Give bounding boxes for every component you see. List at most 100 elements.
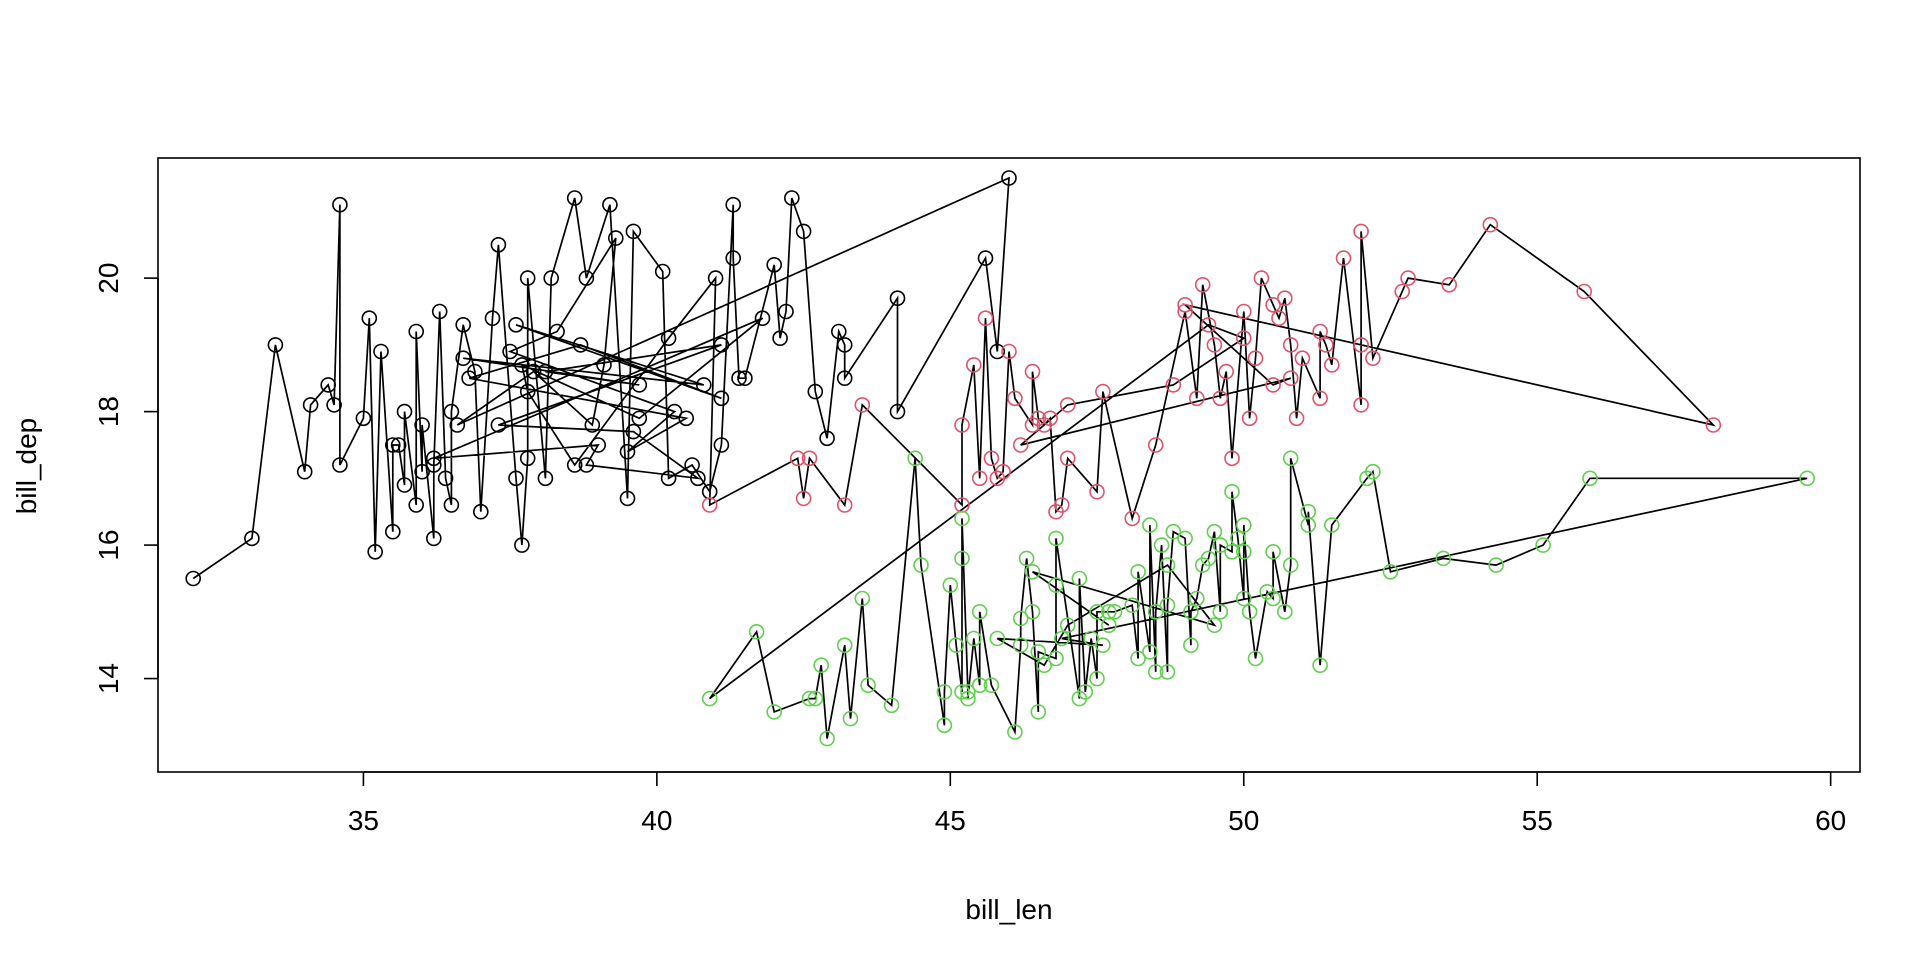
data-point: [801, 690, 818, 707]
data-point: [954, 510, 970, 527]
data-point: [1241, 603, 1258, 620]
data-point: [813, 657, 830, 674]
y-tick-label: 14: [93, 663, 124, 694]
data-point: [396, 477, 413, 493]
data-point: [1177, 530, 1193, 547]
data-point: [684, 457, 700, 473]
data-point: [1054, 630, 1070, 647]
data-point: [1147, 603, 1164, 620]
data-point: [543, 270, 560, 286]
data-point: [731, 370, 747, 387]
data-point: [801, 450, 818, 467]
data-point: [860, 677, 876, 694]
data-point: [631, 410, 648, 427]
data-point: [549, 323, 565, 340]
data-point: [320, 377, 337, 393]
x-axis: 35 40 45 50 55 60: [348, 771, 1846, 836]
data-point: [836, 497, 853, 513]
data-point: [244, 530, 260, 547]
data-point: [1212, 390, 1229, 407]
data-point: [695, 377, 712, 393]
y-tick-label: 20: [93, 263, 124, 294]
data-point: [660, 470, 677, 487]
data-point: [1142, 644, 1158, 660]
data-point: [1236, 590, 1252, 607]
data-point: [590, 437, 607, 453]
data-point: [1382, 563, 1399, 580]
data-point: [1159, 597, 1176, 614]
data-point: [1095, 637, 1111, 654]
data-point: [1042, 410, 1058, 427]
data-point: [807, 690, 824, 707]
data-point: [578, 270, 595, 286]
data-point: [1236, 303, 1252, 320]
data-point: [713, 390, 730, 407]
data-point: [1012, 637, 1029, 654]
data-point: [1001, 343, 1017, 360]
data-point: [1247, 350, 1264, 367]
data-point: [1224, 450, 1240, 467]
data-point: [913, 557, 929, 573]
data-point: [1147, 437, 1164, 453]
data-point: [425, 450, 442, 467]
data-point: [443, 403, 460, 420]
data-point: [1089, 670, 1105, 687]
data-point: [1071, 570, 1088, 587]
data-point: [1312, 657, 1328, 674]
data-point: [449, 417, 466, 433]
data-point: [1335, 250, 1352, 266]
data-point: [1177, 296, 1193, 313]
data-point: [1142, 517, 1158, 533]
data-point: [936, 684, 953, 700]
data-point: [631, 377, 648, 393]
data-point: [519, 383, 536, 400]
y-tick-label: 16: [93, 530, 124, 561]
data-point: [1106, 603, 1123, 620]
data-point: [1206, 337, 1223, 353]
data-point: [690, 470, 706, 487]
data-point: [778, 303, 794, 320]
data-point: [1089, 603, 1105, 620]
data-point: [960, 684, 976, 700]
data-point: [1059, 397, 1076, 413]
data-point: [965, 630, 982, 647]
data-point: [1300, 503, 1317, 520]
data-point: [766, 704, 783, 720]
data-point: [1206, 617, 1223, 634]
data-point: [1282, 450, 1299, 467]
data-point: [713, 437, 730, 453]
data-point: [519, 450, 536, 467]
data-point: [361, 310, 378, 327]
data-point: [1365, 350, 1381, 367]
data-point: [396, 403, 413, 420]
data-point: [1324, 517, 1340, 533]
data-point: [1365, 463, 1381, 480]
data-point: [971, 677, 988, 694]
data-point: [1324, 357, 1340, 373]
data-point: [1282, 370, 1299, 387]
data-point: [584, 417, 601, 433]
data-point: [1705, 417, 1722, 433]
data-point: [1007, 724, 1023, 740]
data-point: [602, 196, 618, 213]
data-point: [766, 256, 783, 273]
data-point: [1224, 543, 1240, 560]
data-point: [355, 410, 372, 427]
data-point: [332, 196, 348, 213]
data-point: [1312, 390, 1328, 407]
data-point: [748, 623, 765, 640]
data-point: [1059, 617, 1076, 634]
data-point: [1012, 610, 1029, 627]
data-point: [367, 543, 384, 560]
data-point: [514, 537, 530, 553]
data-point: [1247, 650, 1264, 667]
plot-points: [185, 170, 1815, 747]
data-point: [514, 357, 530, 373]
data-point: [1318, 337, 1334, 353]
data-point: [578, 457, 595, 473]
data-point: [1036, 657, 1052, 674]
data-point: [1353, 397, 1369, 413]
data-point: [1206, 523, 1223, 540]
data-point: [1253, 270, 1270, 286]
